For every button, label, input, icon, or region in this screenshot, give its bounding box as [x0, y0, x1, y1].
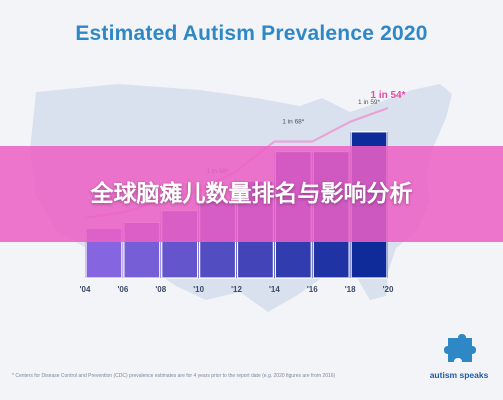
x-tick-label: '12	[231, 285, 242, 294]
banner-title: 全球脑瘫儿数量排名与影响分析	[90, 181, 413, 207]
x-tick-label: '08	[155, 285, 166, 294]
x-tick-label: '14	[269, 285, 280, 294]
x-tick-label: '04	[80, 285, 91, 294]
brand-name: autism speaks	[429, 370, 489, 380]
x-tick-label: '16	[307, 285, 318, 294]
footnote: * Centers for Disease Control and Preven…	[12, 373, 336, 379]
puzzle-piece-icon	[444, 334, 476, 362]
overlay-banner: 全球脑瘫儿数量排名与影响分析	[0, 146, 503, 242]
x-tick-label: '18	[345, 285, 356, 294]
highlight-label: 1 in 54*	[370, 90, 405, 101]
x-tick-label: '10	[193, 285, 204, 294]
data-label: 1 in 68*	[282, 119, 305, 126]
chart-title: Estimated Autism Prevalence 2020	[75, 22, 428, 45]
x-tick-label: '20	[383, 285, 394, 294]
data-label: 1 in 59*	[358, 99, 381, 106]
autism-speaks-logo: autism speaks	[418, 334, 498, 384]
x-tick-label: '06	[117, 285, 128, 294]
